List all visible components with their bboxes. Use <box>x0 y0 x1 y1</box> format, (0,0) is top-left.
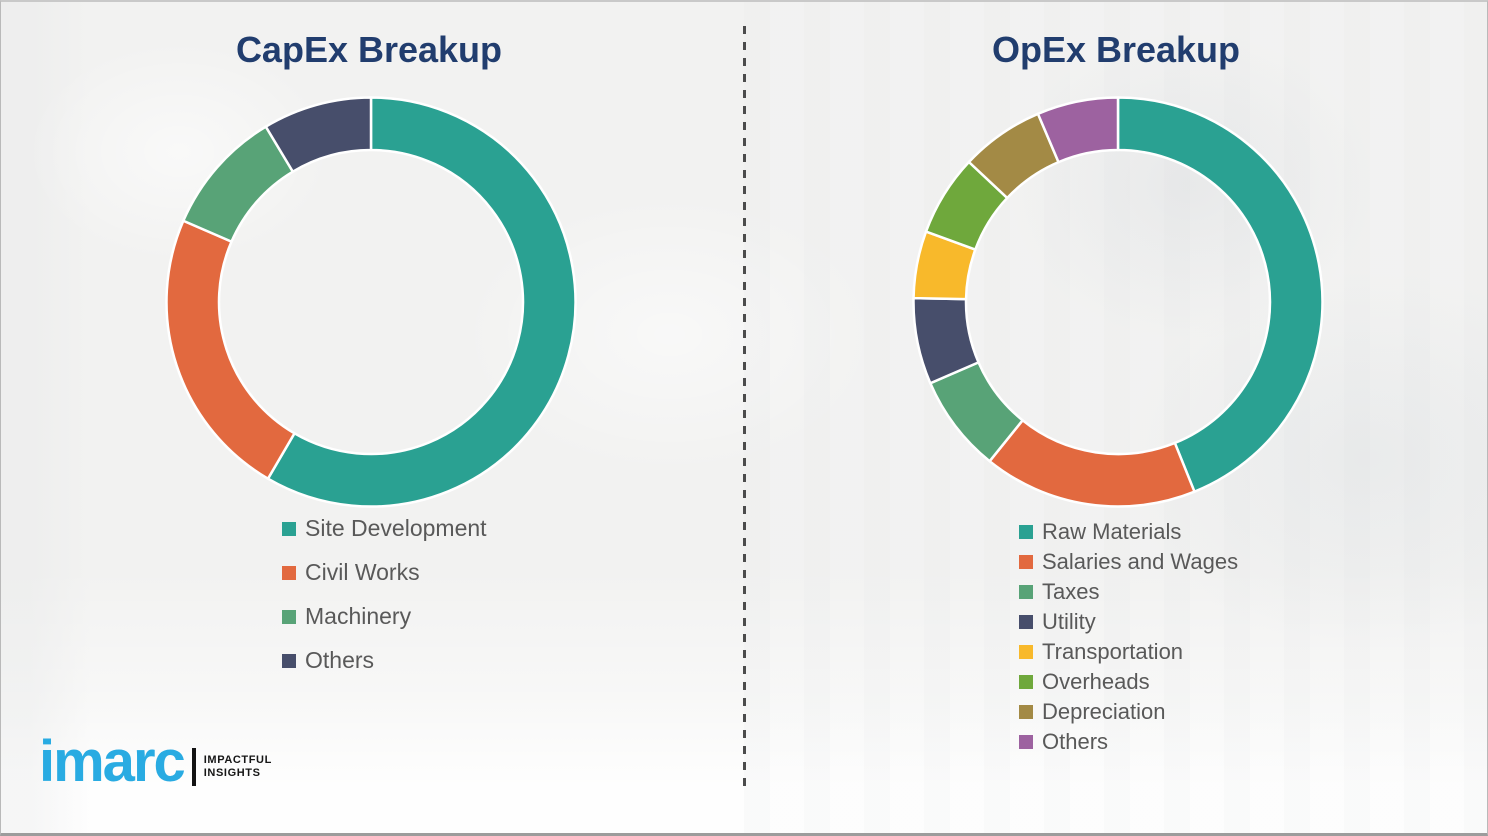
legend-item-civil-works: Civil Works <box>282 560 487 585</box>
legend-swatch-icon <box>1019 614 1033 629</box>
legend-label: Salaries and Wages <box>1042 549 1239 574</box>
opex-legend: Raw Materials Salaries and Wages Taxes Util… <box>1019 519 1238 759</box>
legend-swatch-icon <box>1019 524 1033 539</box>
legend-swatch-icon <box>1019 554 1033 569</box>
legend-label: Depreciation <box>1042 699 1166 724</box>
legend-label: Raw Materials <box>1042 519 1182 544</box>
donut-segment-civil-works <box>165 219 296 480</box>
legend-swatch-icon <box>1019 674 1033 689</box>
legend-item-others: Others <box>1019 729 1238 754</box>
legend-label: Overheads <box>1042 669 1150 694</box>
legend-label: Taxes <box>1042 579 1100 604</box>
legend-swatch-icon <box>282 653 296 668</box>
legend-item-salaries-and-wages: Salaries and Wages <box>1019 549 1238 574</box>
legend-item-overheads: Overheads <box>1019 669 1238 694</box>
legend-swatch-icon <box>282 565 296 580</box>
legend-label: Site Development <box>305 515 487 541</box>
donut-segment-others <box>264 96 373 173</box>
legend-label: Others <box>1042 729 1109 754</box>
legend-swatch-icon <box>1019 584 1033 599</box>
capex-legend: Site Development Civil Works Machinery Othe… <box>282 516 487 692</box>
legend-swatch-icon <box>1019 644 1033 659</box>
capex-donut-chart <box>165 96 577 508</box>
legend-item-transportation: Transportation <box>1019 639 1238 664</box>
legend-label: Utility <box>1042 609 1096 634</box>
legend-swatch-icon <box>282 521 296 536</box>
dashed-divider-line <box>743 26 746 792</box>
legend-item-depreciation: Depreciation <box>1019 699 1238 724</box>
capex-chart-title: CapEx Breakup <box>235 29 503 70</box>
imarc-logo-tagline: IMPACTFUL INSIGHTS <box>204 754 272 780</box>
legend-item-utility: Utility <box>1019 609 1238 634</box>
legend-swatch-icon <box>1019 704 1033 719</box>
imarc-logo-wordmark: imarc <box>39 729 186 794</box>
opex-donut-chart <box>912 96 1324 508</box>
legend-item-others: Others <box>282 648 487 673</box>
imarc-tagline-line1: IMPACTFUL <box>203 754 272 766</box>
opex-chart-title: OpEx Breakup <box>991 29 1241 70</box>
donut-segment-raw-materials <box>1116 96 1324 493</box>
legend-swatch-icon <box>282 609 296 624</box>
legend-item-taxes: Taxes <box>1019 579 1238 604</box>
legend-label: Civil Works <box>305 559 420 585</box>
imarc-logo: imarc IMPACTFUL INSIGHTS <box>39 733 272 791</box>
donut-segment-others <box>1036 96 1120 164</box>
legend-label: Machinery <box>305 603 412 629</box>
donut-segment-salaries-and-wages <box>988 419 1196 508</box>
imarc-logo-divider-bar <box>191 748 196 786</box>
legend-item-site-development: Site Development <box>282 516 487 541</box>
legend-label: Others <box>305 647 375 673</box>
imarc-tagline-line2: INSIGHTS <box>203 767 261 779</box>
legend-label: Transportation <box>1042 639 1184 664</box>
donut-segment-site-development <box>266 96 577 508</box>
legend-item-machinery: Machinery <box>282 604 487 629</box>
legend-swatch-icon <box>1019 734 1033 749</box>
legend-item-raw-materials: Raw Materials <box>1019 519 1238 544</box>
